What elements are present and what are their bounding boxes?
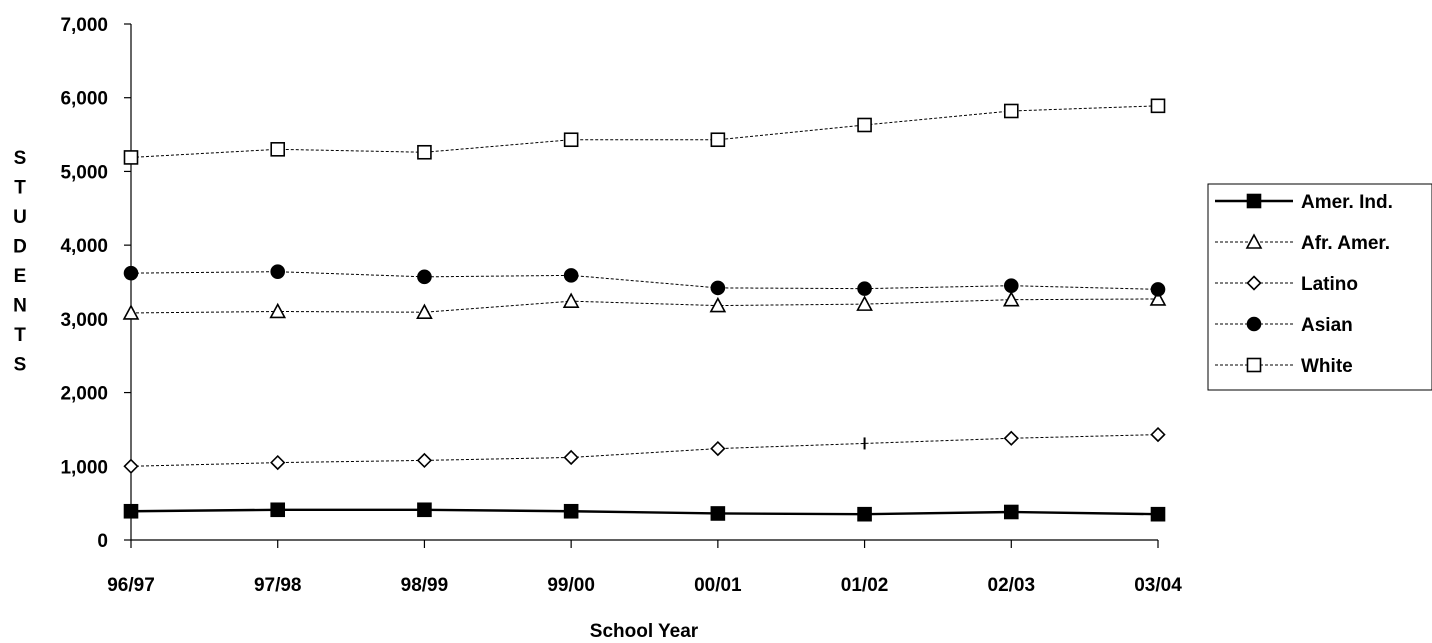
data-point-diamond [416,452,433,469]
series-afr-amer [122,290,1167,320]
axes [130,24,1158,541]
data-point-square [563,503,579,519]
y-tick-label: 6,000 [60,89,108,110]
data-point-square [123,150,139,165]
x-axis-ticks: 96/97 97/98 98/99 99/00 00/01 01/02 02/03 03/04 [107,540,1182,596]
data-point-square [270,142,286,157]
x-tick-label: 96/97 [107,575,155,596]
data-point-square [1150,98,1166,114]
data-point-square [1003,103,1019,119]
data-point-square [417,502,432,518]
legend-item: Asian [1215,315,1353,336]
data-point-circle [857,281,872,296]
data-point-circle [1150,282,1166,297]
data-point-triangle [562,292,580,308]
x-tick-label: 02/03 [988,575,1036,596]
legend-item: Latino [1215,274,1358,295]
legend: Amer. Ind. Afr. Amer. Latino Asian White [1207,183,1432,391]
series-white [123,98,1166,165]
y-axis-title-letter: T [14,178,26,199]
x-tick-label: 03/04 [1134,575,1182,596]
y-tick-label: 7,000 [60,15,108,36]
data-point-triangle [1149,290,1167,306]
data-point-square [1246,357,1262,373]
data-point-square [563,132,579,148]
data-point-circle [123,265,139,281]
data-point-triangle [269,302,287,319]
data-point-circle [270,264,286,279]
y-tick-label: 0 [97,531,108,552]
legend-label: Amer. Ind. [1301,192,1393,213]
data-point-square [1003,504,1019,520]
x-tick-label: 99/00 [547,575,595,596]
series-line [130,508,1159,516]
data-point-square [710,132,726,148]
legend-box [1207,183,1432,391]
y-tick-label: 1,000 [60,457,108,478]
data-point-diamond [1246,275,1262,291]
data-point-triangle [709,296,727,313]
series-line [130,105,1159,158]
x-tick-label: 00/01 [694,575,742,596]
data-point-triangle [856,295,873,311]
y-tick-label: 4,000 [60,236,108,257]
data-point-square [270,502,286,518]
y-axis-title-letter: T [14,325,26,346]
y-axis-ticks: 0 1,000 2,000 3,000 4,000 5,000 6,000 7,000 [60,15,131,552]
data-point-circle [1003,278,1019,293]
y-axis-title-letter: E [14,266,27,287]
data-point-diamond [710,440,726,457]
data-point-diamond [1150,426,1166,443]
legend-label: White [1301,356,1353,377]
legend-label: Asian [1301,315,1353,336]
data-point-square [857,117,872,133]
y-axis-title-letter: S [14,148,27,169]
x-tick-label: 98/99 [401,575,449,596]
data-point-diamond [270,454,286,471]
series-asian [123,264,1166,297]
x-tick-label: 97/98 [254,575,302,596]
data-point-diamond [1003,430,1019,446]
legend-item: Afr. Amer. [1215,233,1390,254]
data-point-square [1246,193,1262,209]
y-axis-title-letter: U [13,207,27,228]
data-point-diamond [123,458,139,474]
data-point-circle [710,280,726,296]
series-line [130,434,1159,467]
data-point-square [1150,506,1166,522]
x-axis-title: School Year [590,621,699,642]
legend-item: White [1215,356,1353,377]
data-point-circle [417,269,432,285]
data-point-triangle [1245,233,1263,249]
data-point-square [710,506,726,521]
series-line [130,298,1159,314]
legend-label: Afr. Amer. [1301,233,1390,254]
y-axis-title-letter: N [13,296,27,317]
legend-label: Latino [1301,274,1358,295]
data-point-square [123,503,139,519]
series-layer [122,98,1167,522]
x-tick-label: 01/02 [841,575,889,596]
y-tick-label: 2,000 [60,384,108,405]
series-line [130,271,1159,290]
data-point-triangle [1002,291,1020,307]
data-point-triangle [122,304,140,320]
data-point-square [417,144,432,160]
data-point-square [857,506,872,522]
data-point-circle [563,268,579,283]
legend-item: Amer. Ind. [1215,192,1393,213]
y-axis-title-letter: S [14,355,27,376]
data-point-circle [1246,316,1262,332]
y-tick-label: 5,000 [60,162,108,183]
series-amer-ind [123,502,1166,522]
data-point-triangle [416,303,433,320]
y-axis-title-letter: D [13,237,27,258]
series-latino [123,426,1166,474]
y-tick-label: 3,000 [60,310,108,331]
data-point-diamond [563,449,579,466]
